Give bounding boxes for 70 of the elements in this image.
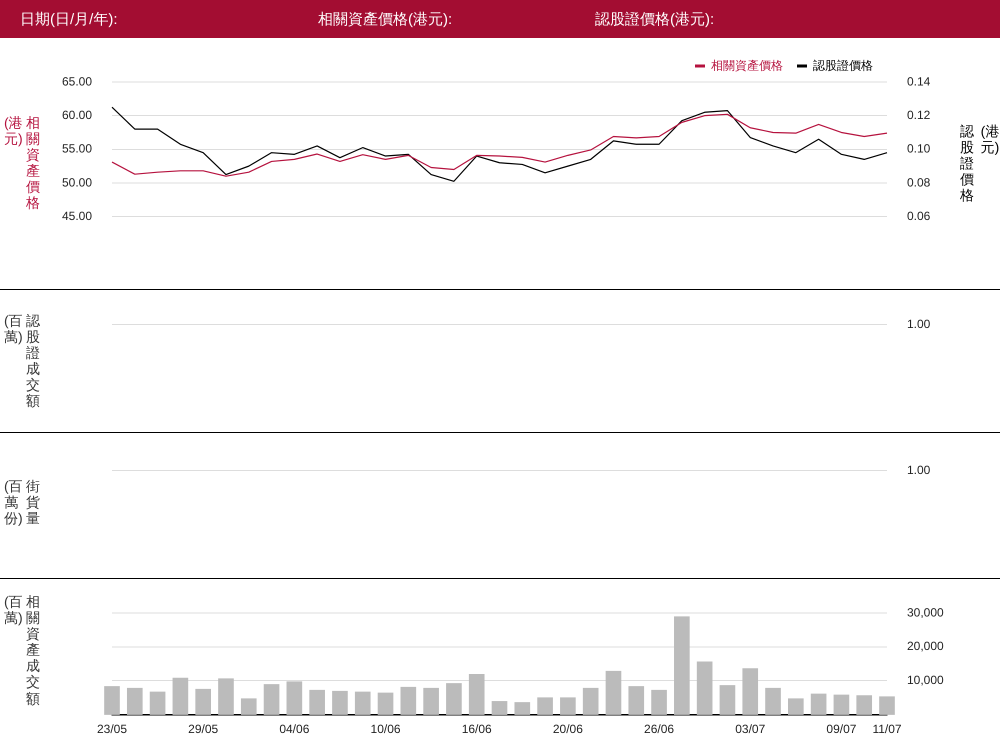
bar [104, 686, 120, 715]
bar [742, 668, 758, 715]
y2-tick-label: 0.12 [907, 108, 931, 122]
bar [856, 695, 872, 715]
x-tick-label: 03/07 [735, 722, 766, 736]
x-tick-label: 26/06 [644, 722, 674, 736]
text: 認股證價格(港元) [960, 122, 1000, 204]
text: 相關資產價格(港元): [318, 10, 452, 29]
text: 相關資產價格(港元) [4, 114, 40, 212]
x-tick-label: 10/06 [370, 722, 401, 736]
y-tick-label: 45.00 [62, 208, 92, 223]
bar [195, 688, 212, 715]
y2-tick-label: 0.10 [907, 142, 931, 156]
text: 1.00 [907, 463, 930, 477]
x-tick-label: 20/06 [552, 722, 584, 736]
x-tick-label: 11/07 [872, 722, 902, 736]
legend-label: 相關資產價格 [711, 58, 783, 72]
y2-tick-label: 0.08 [907, 175, 931, 190]
y-tick-label: 55.00 [62, 142, 92, 156]
bar [400, 686, 416, 715]
bar [492, 701, 508, 715]
bar [606, 670, 622, 715]
y-tick-label: 50.00 [62, 175, 92, 190]
y-tick-label: 30,000 [907, 605, 944, 620]
bar [651, 690, 667, 715]
bar [560, 697, 576, 715]
bar [378, 692, 394, 715]
bar [309, 690, 325, 715]
y2-tick-label: 0.06 [907, 208, 931, 223]
bar [514, 702, 530, 715]
bar [879, 696, 895, 715]
x-tick-label: 04/06 [279, 722, 310, 736]
y2-tick-label: 0.14 [907, 74, 931, 88]
y-tick-label: 10,000 [907, 673, 944, 688]
bar [788, 698, 804, 715]
text: 街貨量(百萬份) [4, 478, 41, 526]
bar [150, 692, 166, 715]
x-tick-label: 16/06 [462, 722, 492, 736]
legend-label: 認股證價格 [813, 58, 873, 72]
bar [172, 678, 188, 715]
y-tick-label: 60.00 [62, 108, 92, 122]
bar [446, 683, 462, 715]
bar [674, 616, 690, 715]
bar [354, 692, 371, 715]
text: 日期(日/月/年): [20, 10, 118, 29]
text: 認股證成交額(百萬) [4, 312, 40, 410]
x-tick-label: 29/05 [188, 722, 219, 736]
x-tick-label: 23/05 [96, 722, 128, 736]
y-tick-label: 20,000 [907, 639, 944, 654]
bar [582, 688, 599, 715]
text: 1.00 [907, 317, 930, 331]
bar [696, 661, 712, 715]
text: 相關資產成交額(百萬) [4, 594, 40, 706]
bar [765, 688, 781, 715]
bar [423, 688, 439, 715]
bar [286, 681, 302, 715]
bar [468, 674, 485, 715]
bar [628, 686, 644, 715]
x-tick-label: 09/07 [826, 722, 857, 736]
bar [126, 688, 143, 715]
bar [332, 690, 348, 715]
bar [810, 694, 826, 715]
bar [240, 698, 257, 715]
bar [720, 685, 736, 715]
bar [537, 697, 553, 715]
bar [218, 678, 234, 715]
bar [264, 684, 280, 715]
text: 認股證價格(港元): [595, 10, 714, 29]
bar [834, 694, 850, 715]
y-tick-label: 65.00 [62, 74, 92, 88]
